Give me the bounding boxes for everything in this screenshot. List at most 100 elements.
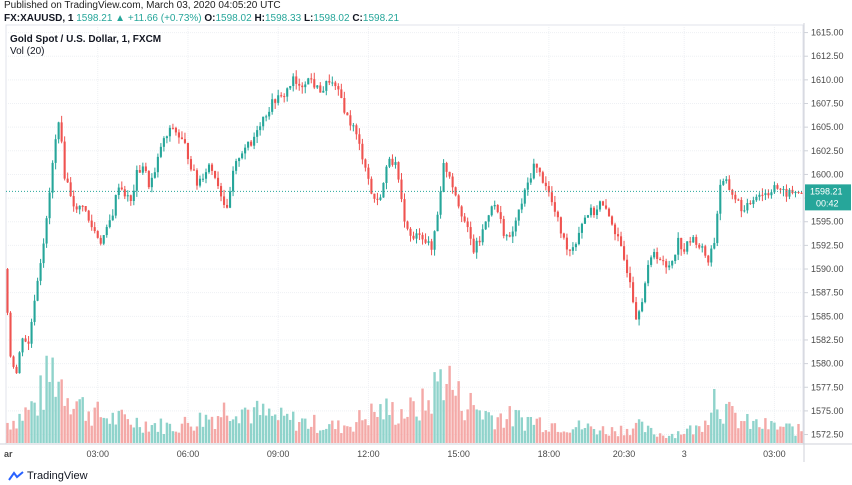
volume-bar: [15, 428, 18, 443]
x-tick-label: 3: [682, 449, 687, 459]
volume-bar: [328, 424, 331, 443]
candle-body: [511, 231, 514, 237]
candle-body: [638, 311, 641, 320]
candle-body: [280, 95, 283, 97]
volume-bar: [192, 430, 196, 443]
candle-body: [409, 228, 412, 236]
volume-bar: [21, 420, 24, 443]
candle-body: [147, 171, 150, 188]
candle-body: [439, 191, 442, 215]
volume-bar: [746, 413, 749, 443]
candle-body: [502, 219, 505, 236]
price-chart[interactable]: 1615.00 1612.50 1610.00 1607.50 1605.00 1602.…: [0, 23, 852, 463]
candle-body: [81, 205, 84, 207]
candle-body: [153, 172, 156, 178]
volume-bar: [346, 426, 349, 443]
volume-bar: [261, 403, 265, 443]
candle-body: [490, 206, 493, 216]
candle-body: [400, 179, 403, 200]
current-price-marker: [805, 184, 851, 211]
candle-body: [589, 207, 593, 216]
candle-body: [307, 78, 310, 85]
candle-body: [415, 233, 418, 239]
volume-bar: [701, 431, 704, 443]
volume-bar: [93, 407, 96, 443]
candle-body: [21, 338, 24, 353]
candle-body: [616, 234, 620, 237]
volume-bar: [460, 410, 463, 443]
y-tick-label: 1590.00: [811, 264, 844, 274]
volume-bar: [174, 431, 178, 443]
volume-bar: [240, 409, 244, 443]
volume-bar: [421, 388, 424, 443]
volume-bar: [643, 432, 647, 443]
candle-body: [728, 179, 731, 190]
volume-bar: [800, 431, 803, 443]
volume-bar: [289, 419, 292, 443]
volume-bar: [114, 424, 117, 443]
candle-body: [743, 210, 746, 212]
volume-bar: [692, 434, 695, 443]
volume-bar: [616, 436, 620, 443]
volume-bar: [355, 422, 358, 443]
volume-bar: [231, 419, 235, 443]
candle-body: [313, 79, 316, 88]
y-tick-label: 1605.00: [811, 122, 844, 132]
candle-body: [442, 163, 445, 192]
volume-bar: [264, 415, 268, 443]
y-tick-label: 1587.50: [811, 288, 844, 298]
candle-body: [568, 249, 571, 251]
volume-bar: [764, 418, 767, 443]
candle-body: [286, 88, 289, 97]
candle-body: [764, 193, 767, 195]
volume-bar: [162, 433, 166, 443]
volume-bar: [186, 422, 190, 443]
countdown-label: 00:42: [816, 198, 839, 208]
candle-body: [734, 194, 737, 200]
candle-body: [601, 201, 605, 206]
candle-body: [529, 178, 532, 183]
candle-body: [610, 216, 614, 225]
candle-body: [460, 206, 463, 217]
candle-body: [499, 212, 502, 220]
candle-body: [216, 177, 220, 187]
volume-bar: [719, 418, 722, 443]
candle-body: [412, 235, 415, 239]
volume-bar: [640, 421, 644, 443]
volume-bar: [234, 416, 238, 443]
candle-body: [535, 163, 538, 168]
candle-body: [782, 188, 785, 190]
tradingview-brand[interactable]: TradingView: [8, 470, 88, 482]
volume-bar: [475, 409, 478, 443]
candle-body: [33, 300, 36, 322]
volume-bar: [222, 402, 226, 443]
candle-body: [268, 111, 271, 117]
candle-body: [337, 86, 340, 90]
candle-body: [277, 95, 280, 103]
candle-body: [550, 192, 553, 203]
volume-bar: [81, 397, 84, 443]
volume-bar: [658, 433, 662, 443]
x-tick-label: 20:30: [613, 449, 636, 459]
chart-area[interactable]: 1615.00 1612.50 1610.00 1607.50 1605.00 1602.…: [0, 23, 852, 463]
candle-body: [487, 215, 490, 222]
volume-bar: [743, 421, 746, 443]
x-tick-label: 09:00: [267, 449, 290, 459]
volume-bar: [634, 422, 638, 443]
volume-bar: [514, 409, 517, 443]
volume-bar: [228, 421, 232, 443]
volume-bar: [752, 420, 755, 443]
volume-bar: [598, 430, 602, 443]
candle-body: [265, 116, 268, 118]
candle-body: [126, 195, 129, 197]
candle-body: [619, 236, 623, 247]
volume-bar: [782, 426, 785, 443]
candle-body: [613, 224, 617, 235]
volume-bar: [547, 431, 551, 443]
volume-bar: [550, 423, 554, 443]
volume-bar: [340, 433, 343, 443]
volume-bar: [123, 414, 127, 443]
candle-body: [256, 130, 259, 137]
candle-body: [328, 80, 331, 83]
candle-body: [544, 182, 547, 187]
